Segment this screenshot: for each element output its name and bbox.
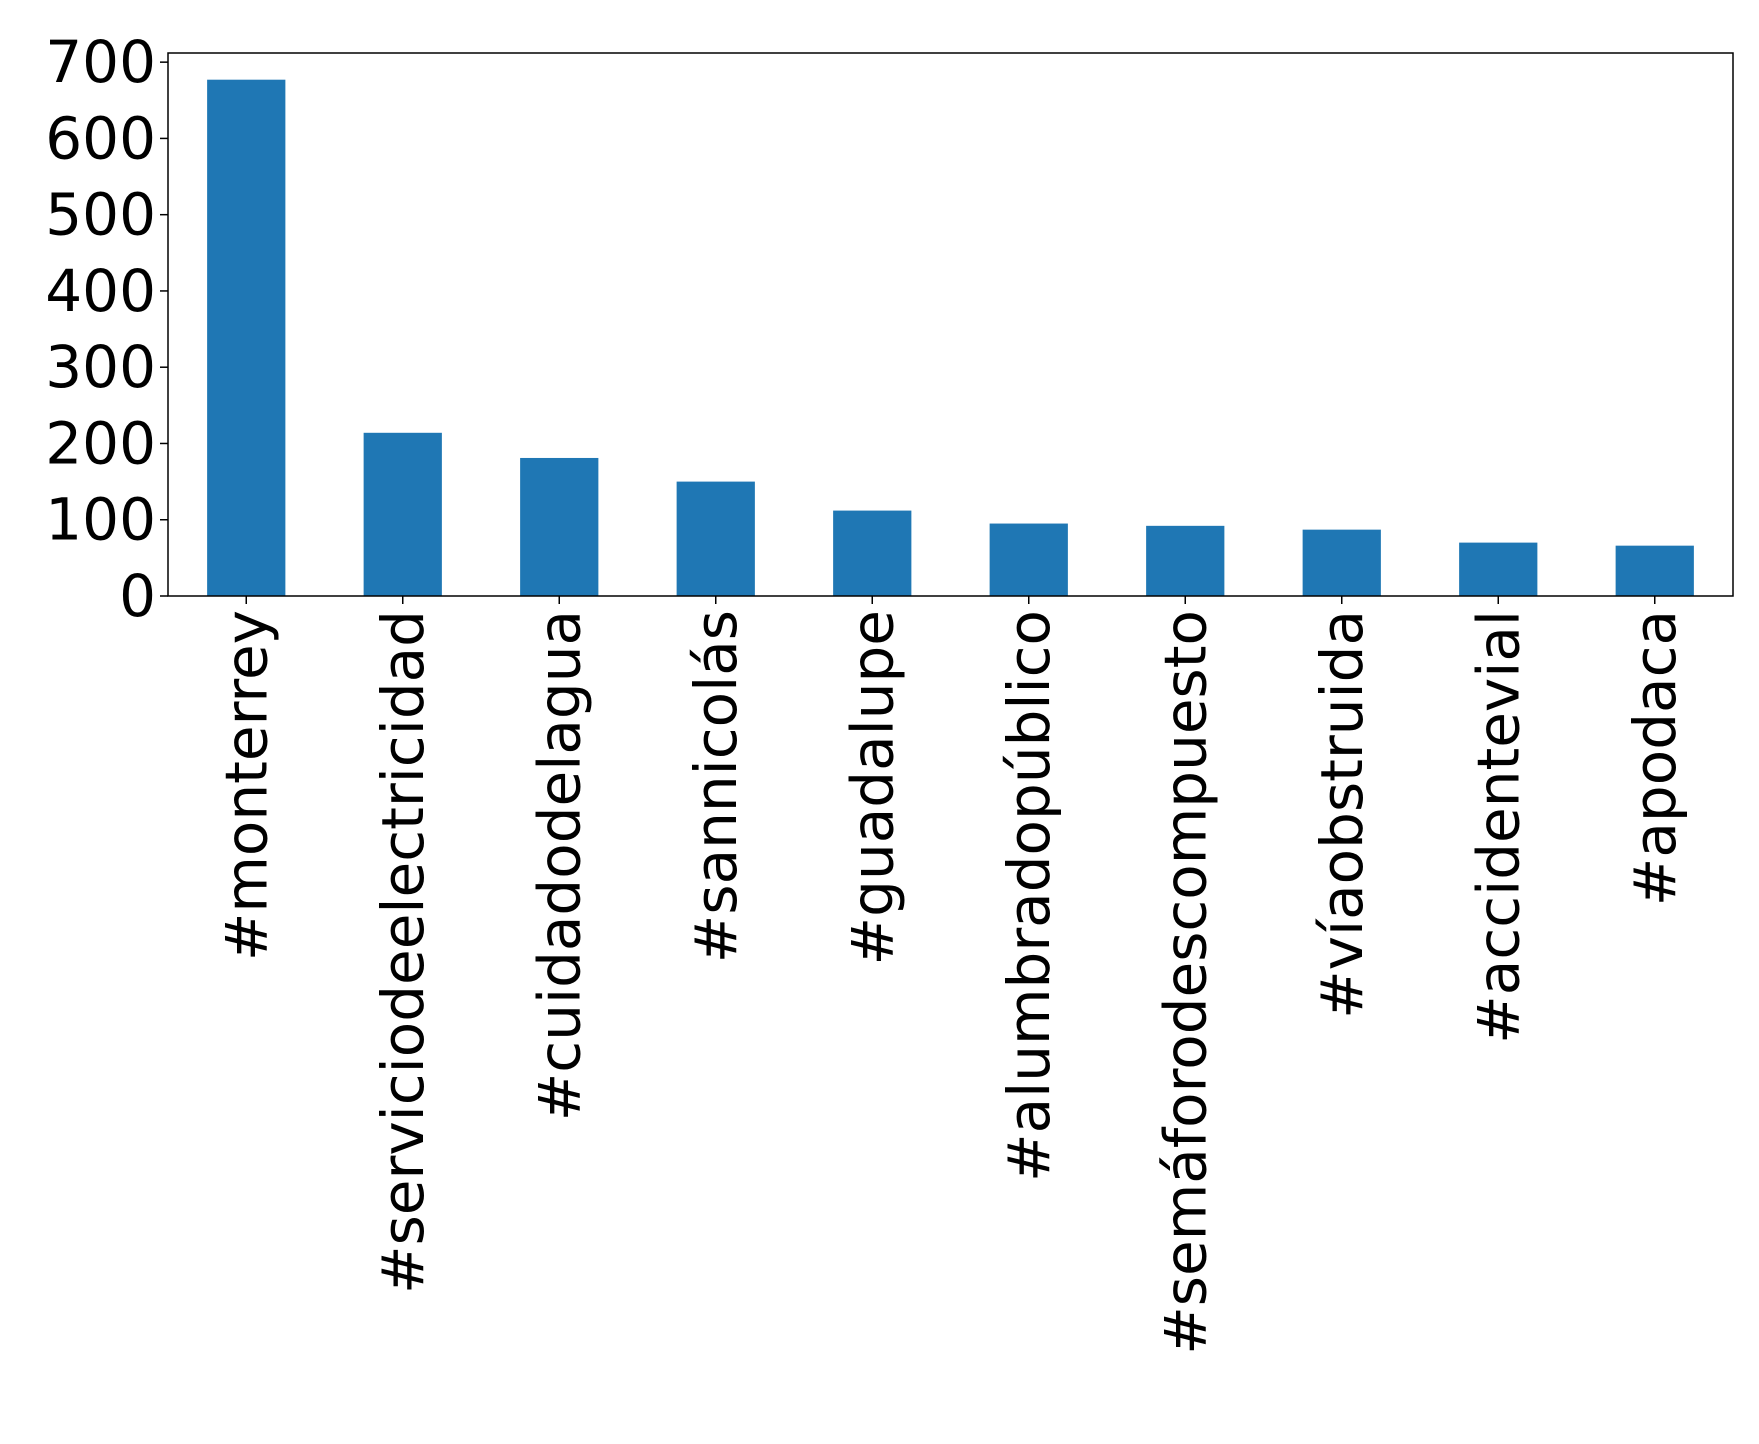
y-tick-label: 300 (45, 333, 156, 401)
bar-0 (207, 79, 286, 597)
x-tick-label: #víaobstruida (1308, 610, 1376, 1019)
bar-2 (520, 457, 599, 596)
x-tick-label: #sannicolás (682, 610, 750, 963)
y-tick-label: 500 (45, 181, 156, 249)
x-tick-label: #monterrey (212, 610, 280, 961)
x-tick-label: #guadalupe (838, 610, 906, 965)
bar-4 (833, 510, 912, 596)
x-tick-label: #cuidadodelagua (525, 610, 593, 1121)
y-tick-label: 100 (45, 486, 156, 554)
y-axis: 0 100 200 300 400 500 600 700 (45, 28, 168, 630)
x-axis: #monterrey #serviciodeelectricidad #cuidad… (212, 596, 1689, 1355)
bar-9 (1615, 545, 1694, 596)
y-tick-label: 400 (45, 257, 156, 325)
bar-8 (1459, 542, 1538, 596)
y-tick-label: 600 (45, 104, 156, 172)
x-tick-label: #serviciodeelectricidad (369, 610, 437, 1294)
x-tick-label: #apodaca (1621, 610, 1689, 906)
x-tick-label: #alumbradopúblico (995, 610, 1063, 1182)
x-tick-label: #semáforodescompuesto (1151, 610, 1219, 1355)
y-tick-label: 0 (119, 562, 156, 630)
bar-7 (1302, 529, 1381, 596)
x-tick-label: #accidentevial (1464, 610, 1532, 1044)
y-tick-label: 700 (45, 28, 156, 96)
bars-group (207, 79, 1694, 597)
bar-5 (989, 523, 1068, 596)
bar-3 (676, 481, 755, 596)
y-tick-label: 200 (45, 409, 156, 477)
bar-1 (363, 432, 442, 596)
bar-6 (1146, 525, 1225, 596)
plot-area-frame (167, 52, 1734, 597)
